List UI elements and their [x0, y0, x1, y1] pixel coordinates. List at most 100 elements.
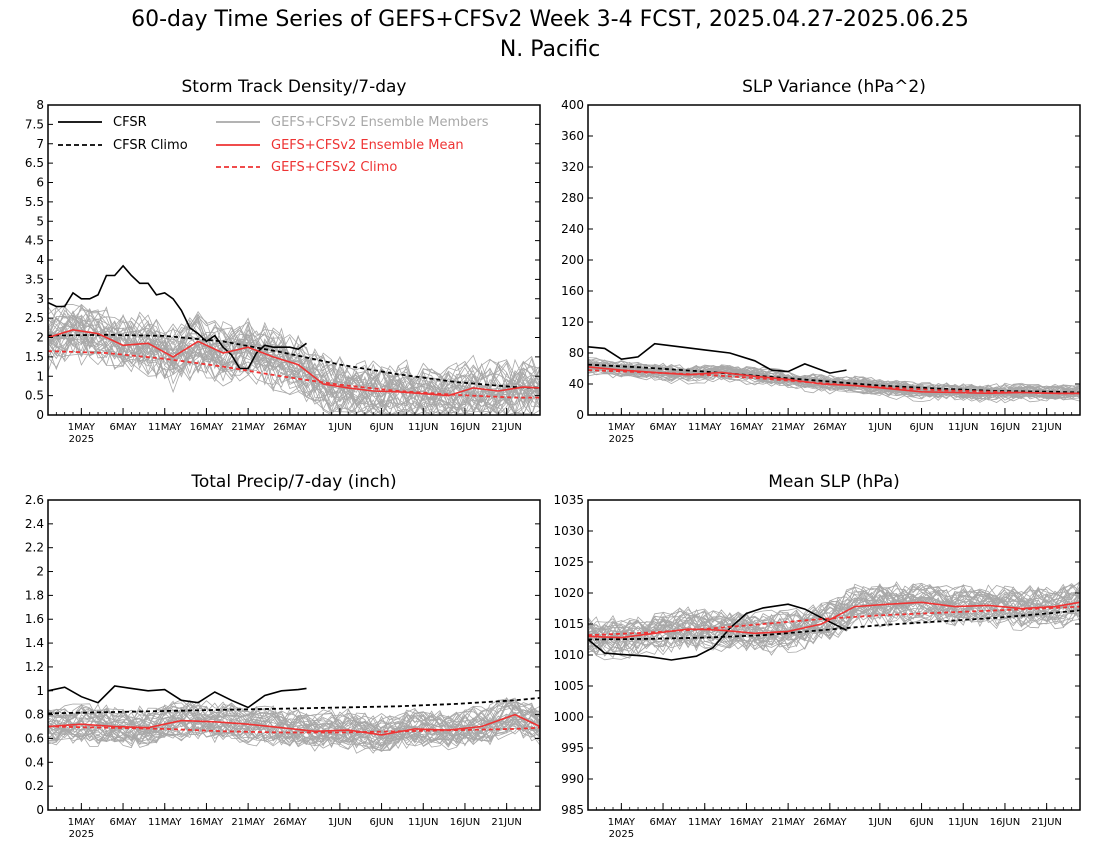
series-cfsr [587, 342, 847, 374]
y-tick-label: 0 [576, 408, 584, 422]
ensemble-member-line [47, 719, 541, 751]
series-gefs-cfsv2-climo [587, 369, 1080, 395]
y-tick-label: 40 [569, 377, 584, 391]
legend-label: GEFS+CFSv2 Ensemble Members [271, 115, 489, 130]
y-tick-label: 120 [561, 315, 584, 329]
y-tick-label: 5 [36, 214, 44, 228]
y-tick-label: 1.2 [25, 660, 44, 674]
x-tick-label: 1JUN [328, 422, 352, 433]
figure-title: 60-day Time Series of GEFS+CFSv2 Week 3-… [131, 7, 969, 32]
x-tick-label: 21MAY [231, 817, 265, 828]
y-tick-label: 200 [561, 253, 584, 267]
x-tick-label: 26MAY [273, 422, 307, 433]
x-tick-label: 21MAY [771, 422, 805, 433]
x-tick-label: 16JUN [450, 817, 480, 828]
y-tick-label: 0.5 [25, 389, 44, 403]
ensemble-member-line [47, 306, 541, 396]
x-tick-label: 1MAY [68, 817, 96, 828]
ensemble-member-line [587, 363, 1081, 398]
y-tick-label: 320 [561, 160, 584, 174]
ensemble-member-line [47, 320, 541, 395]
ensemble-member-line [47, 306, 541, 390]
y-tick-label: 0 [36, 408, 44, 422]
x-year-label: 2025 [609, 829, 634, 840]
x-tick-label: 16JUN [990, 422, 1020, 433]
y-tick-label: 1025 [553, 555, 584, 569]
x-tick-label: 6MAY [109, 422, 137, 433]
x-tick-label: 6JUN [909, 422, 933, 433]
series-cfsr [47, 685, 307, 709]
x-tick-label: 16MAY [730, 817, 764, 828]
y-tick-label: 8 [36, 98, 44, 112]
y-tick-label: 2 [36, 331, 44, 345]
series-cfsr [47, 264, 307, 370]
ensemble-member-line [47, 336, 541, 417]
panel-2: SLP Variance (hPa^2) 0 40 80 120 160 200 240 280… [561, 77, 1081, 445]
x-tick-label: 16JUN [450, 422, 480, 433]
y-tick-label: 1020 [553, 586, 584, 600]
y-tick-label: 2.5 [25, 311, 44, 325]
x-tick-label: 21JUN [491, 817, 521, 828]
ensemble-member-line [47, 701, 541, 731]
panel-1: Storm Track Density/7-day 0 0.5 1 1.5 2 2.5 3 3.… [25, 77, 541, 445]
y-tick-label: 3.5 [25, 272, 44, 286]
y-tick-label: 2.6 [25, 493, 44, 507]
x-tick-label: 1JUN [868, 422, 892, 433]
ensemble-member-line [587, 365, 1081, 402]
series-gefs-cfsv2-climo [47, 725, 541, 734]
panel-title: SLP Variance (hPa^2) [742, 77, 926, 97]
series-cfsr-climo [587, 609, 1081, 641]
y-tick-label: 280 [561, 191, 584, 205]
x-tick-label: 1JUN [868, 817, 892, 828]
x-tick-label: 6JUN [369, 422, 393, 433]
series-gefs-cfsv2-ensemble-mean [587, 601, 1081, 639]
y-tick-label: 1 [36, 684, 44, 698]
legend-label: CFSR Climo [113, 138, 188, 153]
legend-label: GEFS+CFSv2 Climo [271, 160, 397, 175]
figure-subtitle: N. Pacific [500, 37, 600, 62]
ensemble-member-line [47, 325, 541, 413]
x-tick-label: 6MAY [649, 817, 677, 828]
y-tick-label: 360 [561, 129, 584, 143]
x-tick-label: 6JUN [369, 817, 393, 828]
y-tick-label: 990 [561, 772, 584, 786]
y-tick-label: 7 [36, 137, 44, 151]
y-tick-label: 1030 [553, 524, 584, 538]
ensemble-member-line [47, 713, 541, 744]
x-year-label: 2025 [609, 434, 634, 445]
ensemble-member-line [47, 323, 541, 416]
panel-title: Storm Track Density/7-day [182, 77, 407, 97]
x-tick-label: 1MAY [608, 817, 636, 828]
ensemble-members [587, 581, 1081, 661]
y-tick-label: 985 [561, 803, 584, 817]
panel-title: Total Precip/7-day (inch) [190, 472, 396, 492]
ensemble-member-line [587, 371, 1081, 404]
x-tick-label: 11JUN [948, 817, 978, 828]
y-tick-label: 6.5 [25, 156, 44, 170]
y-tick-label: 0 [36, 803, 44, 817]
legend: CFSR CFSR Climo GEFS+CFSv2 Ensemble Member… [58, 115, 489, 175]
y-tick-label: 2.2 [25, 541, 44, 555]
y-tick-label: 1005 [553, 679, 584, 693]
y-tick-label: 2 [36, 565, 44, 579]
ensemble-member-line [587, 581, 1081, 637]
x-year-label: 2025 [69, 434, 94, 445]
x-tick-label: 16MAY [190, 422, 224, 433]
x-tick-label: 1MAY [608, 422, 636, 433]
y-tick-label: 1000 [553, 710, 584, 724]
ensemble-member-line [47, 334, 541, 417]
ensemble-member-line [47, 332, 541, 417]
y-tick-label: 1015 [553, 617, 584, 631]
ensemble-member-line [587, 582, 1081, 640]
legend-label: CFSR [113, 115, 147, 130]
y-tick-label: 995 [561, 741, 584, 755]
y-tick-label: 4 [36, 253, 44, 267]
plot-frame [587, 499, 1081, 811]
series-cfsr [587, 603, 847, 661]
x-tick-label: 6MAY [649, 422, 677, 433]
ensemble-member-line [587, 584, 1081, 639]
y-tick-label: 160 [561, 284, 584, 298]
x-tick-label: 16MAY [730, 422, 764, 433]
panel-3: Total Precip/7-day (inch)00.20.40.60.811… [25, 472, 541, 840]
ensemble-member-line [47, 334, 541, 416]
